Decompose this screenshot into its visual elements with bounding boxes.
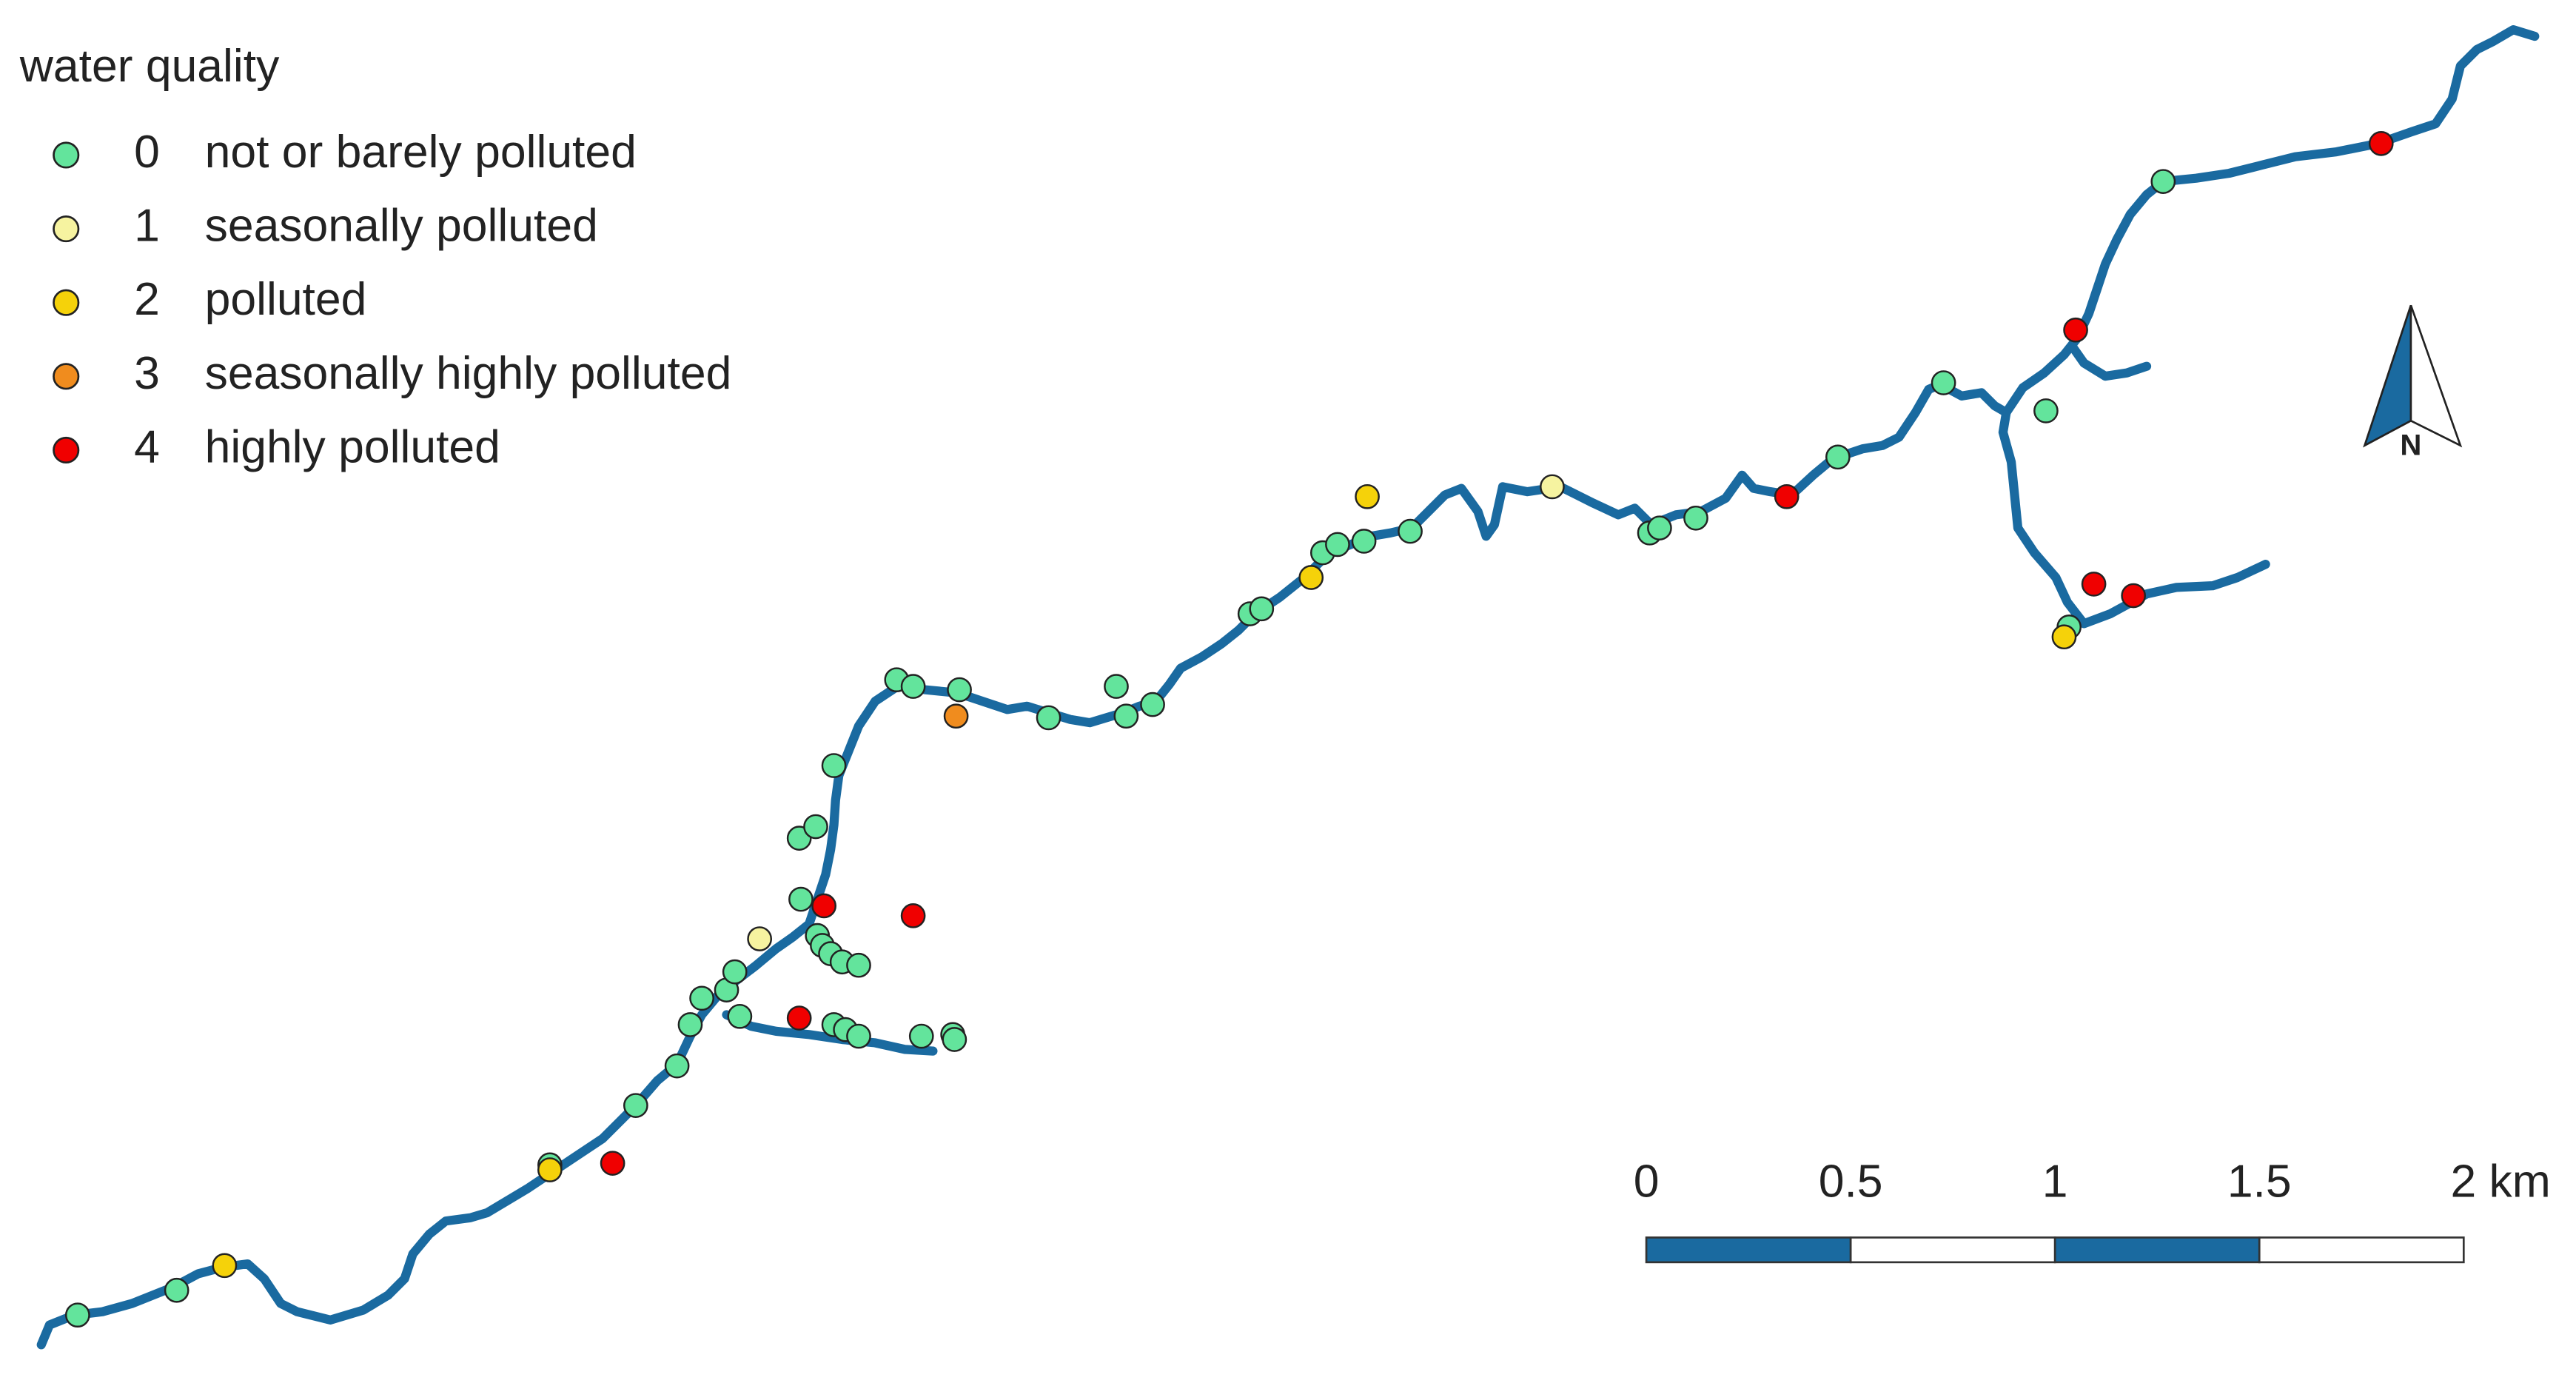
scale-segment [1849,1236,2056,1264]
legend-symbol [53,289,80,316]
legend: water quality 0 not or barely polluted 1 se… [19,40,732,472]
sampling-site [537,1157,563,1182]
legend-symbol [53,215,80,243]
north-arrow: N [2363,304,2463,462]
sampling-site [786,1005,812,1031]
sampling-sites [65,131,2394,1328]
sampling-site [943,703,969,729]
sampling-site [811,893,836,919]
sampling-site [1104,674,1129,699]
sampling-site [689,985,714,1011]
north-arrow-right [2409,304,2463,448]
sampling-site [908,1023,934,1049]
west-branch [722,1010,938,1056]
north-arrow-left [2363,304,2412,448]
scale-label: 2 km [2450,1156,2550,1208]
legend-title: water quality [19,40,280,92]
legend-label: highly polluted [205,421,500,472]
sampling-site [788,886,814,912]
sampling-site [900,903,926,928]
scale-bar: 0 0.5 1 1.5 2 km [1634,1156,2551,1264]
north-label: N [2400,429,2421,462]
sampling-site [1825,444,1851,470]
legend-code: 4 [134,421,160,472]
legend-code: 1 [134,200,160,252]
sampling-site [1931,370,1956,395]
sampling-site [747,926,772,951]
sampling-site [2033,398,2059,424]
sampling-site [65,1302,90,1328]
sampling-site [2081,572,2107,597]
sampling-site [1647,515,1672,540]
sampling-site [600,1151,625,1176]
scale-segment [2053,1236,2261,1264]
legend-symbol [53,141,80,169]
sampling-site [1683,505,1708,531]
sampling-site [212,1253,238,1279]
sampling-site [1298,565,1324,590]
legend-symbol [53,363,80,390]
scale-label: 0 [1634,1156,1660,1208]
legend-label: seasonally highly polluted [205,347,732,399]
sampling-site [1249,596,1275,622]
scale-segment [2258,1236,2465,1264]
sampling-site [947,677,972,703]
sampling-site [846,1023,871,1049]
sampling-site [623,1093,648,1118]
sampling-site [164,1277,189,1303]
south-tributary [1998,408,2270,629]
sampling-site [1325,532,1350,558]
sampling-site [821,753,847,778]
sampling-site [1036,705,1061,731]
sampling-site [2368,131,2394,156]
sampling-site [722,959,748,985]
sampling-site [1140,692,1165,717]
scale-label: 1 [2042,1156,2068,1208]
scale-segment [1645,1236,1852,1264]
sampling-site [1355,483,1380,509]
sampling-site [2051,624,2077,650]
scale-label: 1.5 [2227,1156,2292,1208]
sampling-site [1113,703,1139,729]
sampling-site [677,1012,703,1037]
legend-label: polluted [205,273,367,325]
legend-code: 3 [134,347,160,399]
sampling-site [1351,529,1377,554]
sampling-site [942,1027,967,1052]
legend-symbol [53,436,80,464]
legend-code: 0 [134,126,160,178]
legend-label: not or barely polluted [205,126,637,178]
east-tributary [2067,341,2152,381]
sampling-site [846,952,871,978]
sampling-site [2121,583,2146,609]
legend-label: seasonally polluted [205,200,598,252]
sampling-site [803,814,828,840]
sampling-site [2063,317,2088,343]
sampling-site [1774,483,1799,509]
sampling-site [664,1053,690,1079]
sampling-site [900,674,926,699]
scale-label: 0.5 [1819,1156,1883,1208]
sampling-site [1540,474,1565,500]
legend-code: 2 [134,273,160,325]
sampling-site [1398,518,1423,544]
sampling-site [2150,169,2176,194]
sampling-site [727,1003,753,1029]
